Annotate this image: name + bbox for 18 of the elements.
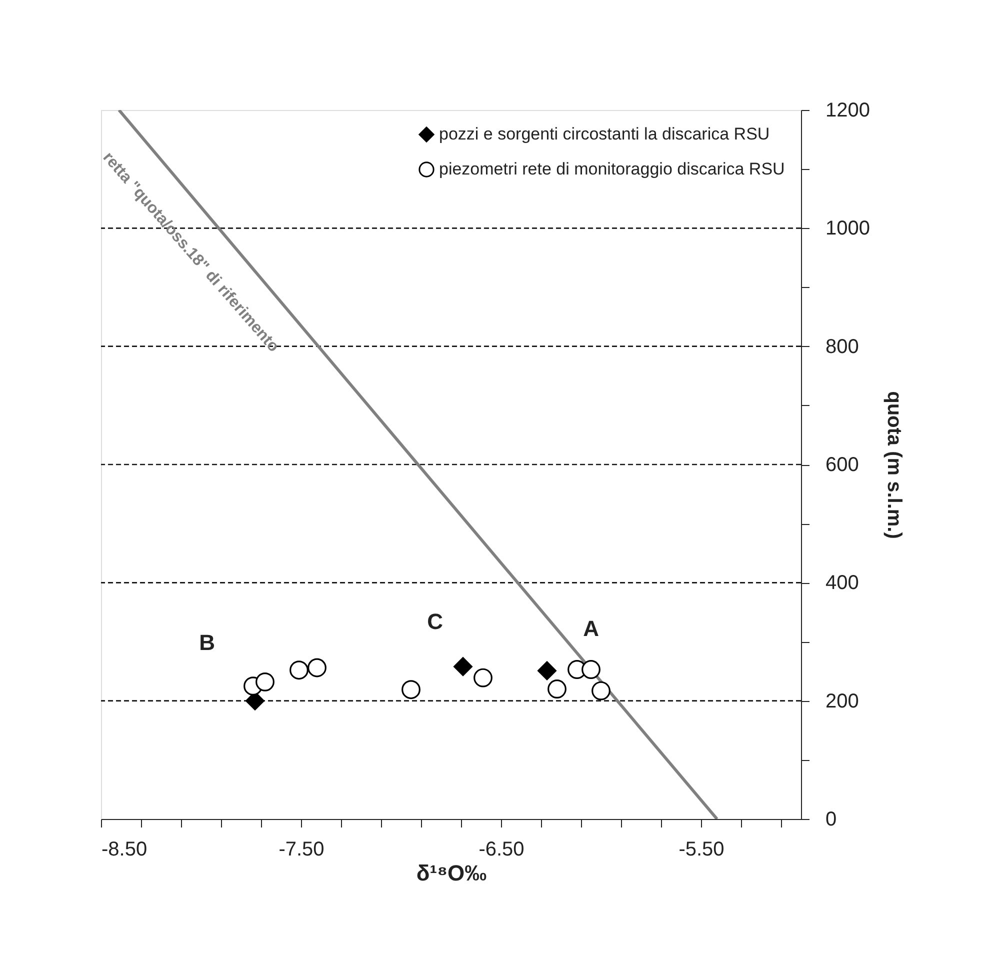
legend-label: pozzi e sorgenti circostanti la discarica RSU	[439, 124, 770, 144]
y-tick-label: 200	[826, 690, 859, 712]
y-tick-label: 1000	[826, 218, 870, 240]
y-tick-label: 600	[826, 454, 859, 476]
x-tick-label: -5.50	[678, 838, 724, 860]
y-axis-title: quota (m s.l.m.)	[882, 391, 905, 539]
x-axis-title: δ¹⁸O‰	[416, 860, 487, 886]
x-tick-label: -8.50	[102, 838, 148, 860]
y-tick-label: 0	[826, 808, 837, 830]
y-tick-label: 800	[826, 336, 859, 358]
y-tick-label: 400	[826, 572, 859, 594]
x-tick-label: -7.50	[278, 838, 324, 860]
y-tick-label: 1200	[826, 100, 870, 122]
annotation: A	[583, 616, 600, 641]
legend-label: piezometri rete di monitoraggio discarica RSU	[439, 160, 785, 178]
x-tick-label: -6.50	[478, 838, 524, 860]
annotation: B	[199, 630, 215, 655]
annotation: C	[427, 609, 444, 634]
